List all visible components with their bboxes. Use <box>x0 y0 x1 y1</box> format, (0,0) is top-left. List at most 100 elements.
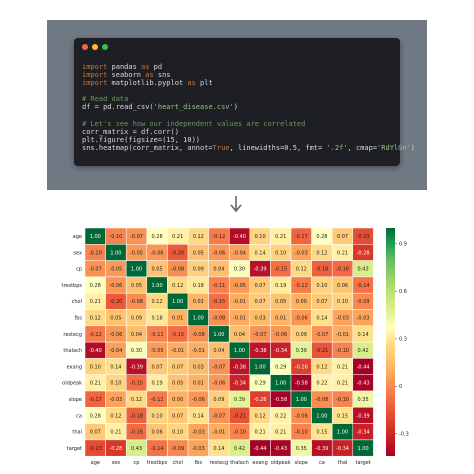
cell-value-label: -0.03 <box>336 315 349 321</box>
x-tick-label: exang <box>252 460 267 466</box>
cell-value-label: 0.05 <box>275 299 286 305</box>
cell-value-label: 0.21 <box>275 430 286 436</box>
cell-value-label: 0.12 <box>316 250 327 256</box>
cell-value-label: 0.10 <box>110 381 121 387</box>
colorbar-tick-label: 0 <box>399 384 402 390</box>
code-line: corr_matrix = df.corr() <box>82 128 415 136</box>
cell-value-label: -0.39 <box>254 267 267 273</box>
cell-value-label: 0.28 <box>90 283 101 289</box>
cell-value-label: 0.10 <box>255 234 266 240</box>
code-token: # Read data <box>82 95 129 104</box>
cell-value-label: -0.01 <box>233 315 246 321</box>
x-tick-label: fbs <box>195 460 203 466</box>
y-tick-label: restecg <box>63 332 82 338</box>
cell-value-label: 0.04 <box>213 348 224 354</box>
cell-value-label: 0.12 <box>152 299 163 305</box>
cell-value-label: -0.40 <box>89 348 102 354</box>
cell-value-label: -0.06 <box>295 315 308 321</box>
cell-value-label: 0.06 <box>152 430 163 436</box>
colorbar-tick-label: 0.3 <box>399 337 407 343</box>
cell-value-label: -0.07 <box>212 413 225 419</box>
x-tick-label: ca <box>319 460 325 466</box>
heatmap-cells: 1.00 -0.10 -0.07 0.28 0.21 0.12 -0.12 -0.40 0.10… <box>84 227 374 457</box>
cell-value-label: 0.01 <box>193 299 204 305</box>
cell-value-label: 1.00 <box>358 446 369 452</box>
cell-value-label: 0.10 <box>152 413 163 419</box>
cell-value-label: 0.05 <box>131 283 142 289</box>
cell-value-label: 0.01 <box>172 315 183 321</box>
correlation-heatmap: 1.00 -0.10 -0.07 0.28 0.21 0.12 -0.12 -0.40 0.10… <box>61 227 409 466</box>
code-window: import pandas as pd import seaborn as sns… <box>74 38 415 166</box>
cell-value-label: 0.07 <box>172 364 183 370</box>
y-tick-label: chol <box>72 299 82 305</box>
cell-value-label: 0.21 <box>255 430 266 436</box>
cell-value-label: -0.08 <box>192 332 205 338</box>
cell-value-label: -0.10 <box>295 430 308 436</box>
cell-value-label: -0.12 <box>89 332 102 338</box>
cell-value-label: 0.39 <box>296 348 307 354</box>
cell-value-label: -0.39 <box>315 446 328 452</box>
cell-value-label: -0.03 <box>192 446 205 452</box>
cell-value-label: 0.09 <box>193 267 204 273</box>
cell-value-label: -0.14 <box>151 446 164 452</box>
cell-value-label: 0.10 <box>172 430 183 436</box>
cell-value-label: -0.08 <box>171 267 184 273</box>
cell-value-label: -0.10 <box>336 397 349 403</box>
cell-value-label: 0.05 <box>110 315 121 321</box>
cell-value-label: 0.43 <box>131 446 142 452</box>
cell-value-label: 0.05 <box>152 267 163 273</box>
cell-value-label: 0.14 <box>213 446 224 452</box>
cell-value-label: -0.58 <box>274 397 287 403</box>
cell-value-label: 0.05 <box>172 381 183 387</box>
code-token: '.2f' <box>326 143 348 152</box>
code-token: df = pd.read_csv( <box>82 103 154 112</box>
cell-value-label: -0.15 <box>171 332 184 338</box>
cell-value-label: -0.03 <box>109 397 122 403</box>
colorbar-tick-label: -0.3 <box>399 432 409 438</box>
cell-value-label: -0.15 <box>212 299 225 305</box>
code-line: import seaborn as sns <box>82 71 415 79</box>
cell-value-label: -0.10 <box>336 348 349 354</box>
cell-value-label: 0.42 <box>234 446 245 452</box>
cell-value-label: -0.26 <box>295 364 308 370</box>
cell-value-label: -0.34 <box>274 348 287 354</box>
code-token: as <box>187 79 196 88</box>
code-token: 'RdYlGn' <box>377 143 411 152</box>
cell-value-label: 0.01 <box>275 315 286 321</box>
cell-value-label: 0.04 <box>213 267 224 273</box>
cell-value-label: 0.28 <box>152 234 163 240</box>
cell-value-label: 0.03 <box>255 315 266 321</box>
cell-value-label: -0.43 <box>274 446 287 452</box>
cell-value-label: 0.18 <box>193 283 204 289</box>
cell-value-label: 0.14 <box>193 413 204 419</box>
code-token: corr_matrix = df.corr() <box>82 127 179 136</box>
cell-value-label: 0.21 <box>90 381 101 387</box>
code-line: plt.figure(figsize=(15, 10)) <box>82 136 415 144</box>
cell-value-label: 1.00 <box>296 397 307 403</box>
cell-value-label: 0.09 <box>296 332 307 338</box>
cell-value-label: -0.14 <box>357 283 370 289</box>
code-token: , linewidths=0.5, fmt= <box>229 143 327 152</box>
cell-value-label: -0.01 <box>212 430 225 436</box>
cell-value-label: -0.01 <box>336 332 349 338</box>
cell-value-label: -0.08 <box>295 413 308 419</box>
cell-value-label: 0.14 <box>316 315 327 321</box>
cell-value-label: -0.20 <box>171 250 184 256</box>
cell-value-label: 0.22 <box>275 413 286 419</box>
cell-value-label: -0.28 <box>109 446 122 452</box>
x-tick-label: thal <box>338 460 348 466</box>
cell-value-label: 1.00 <box>337 430 348 436</box>
cell-value-label: 0.01 <box>193 381 204 387</box>
cell-value-label: 0.12 <box>193 234 204 240</box>
cell-value-label: 0.12 <box>296 267 307 273</box>
cell-value-label: -0.10 <box>109 234 122 240</box>
cell-value-label: -0.10 <box>233 430 246 436</box>
cell-value-label: -0.11 <box>212 283 225 289</box>
cell-value-label: 0.21 <box>172 234 183 240</box>
x-tick-label: sex <box>112 460 121 466</box>
cell-value-label: 0.07 <box>337 234 348 240</box>
cell-value-label: -0.06 <box>192 397 205 403</box>
cell-value-label: -0.18 <box>130 413 143 419</box>
cell-value-label: -0.11 <box>151 332 164 338</box>
cell-value-label: -0.28 <box>357 250 370 256</box>
